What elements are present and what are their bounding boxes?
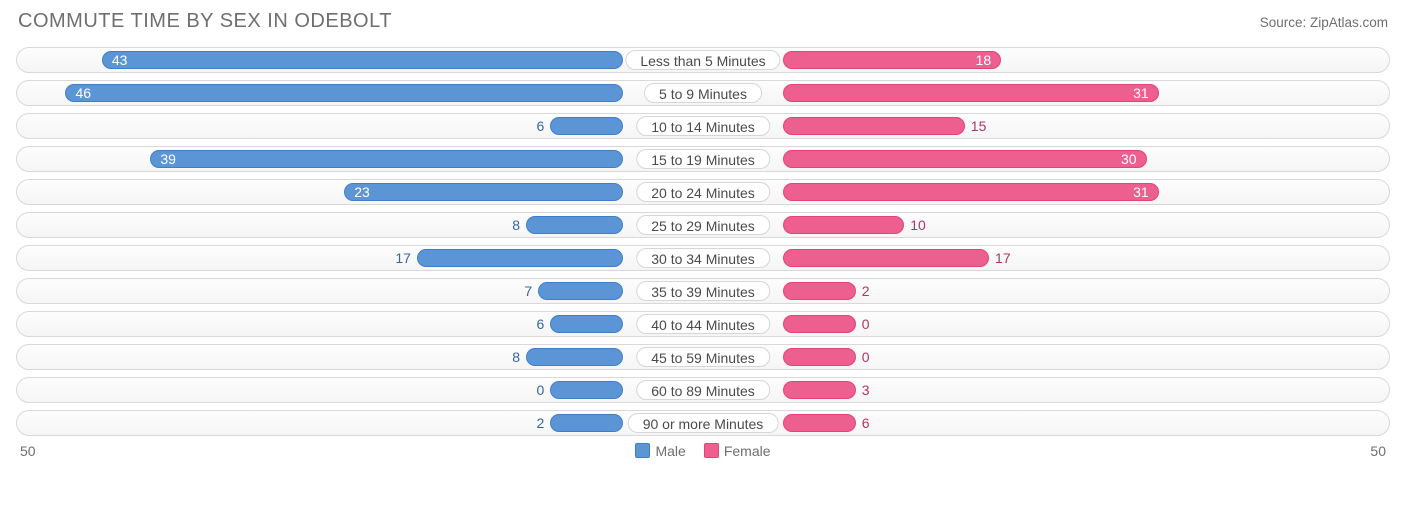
category-pill: 45 to 59 Minutes	[636, 347, 770, 367]
chart-row: 7 2 35 to 39 Minutes	[16, 278, 1390, 304]
value-male: 17	[395, 246, 411, 270]
bar-male	[550, 117, 623, 135]
chart-row: 6 15 10 to 14 Minutes	[16, 113, 1390, 139]
bar-male	[550, 381, 623, 399]
category-pill: 30 to 34 Minutes	[636, 248, 770, 268]
chart-source: Source: ZipAtlas.com	[1260, 15, 1388, 30]
value-male: 8	[512, 345, 520, 369]
bar-female	[783, 216, 904, 234]
value-female: 17	[995, 246, 1011, 270]
bar-female	[783, 183, 1159, 201]
bar-female	[783, 150, 1147, 168]
category-pill: 10 to 14 Minutes	[636, 116, 770, 136]
value-male: 6	[536, 114, 544, 138]
category-pill: Less than 5 Minutes	[625, 50, 780, 70]
legend-label-female: Female	[724, 443, 771, 459]
chart-row: 46 31 5 to 9 Minutes	[16, 80, 1390, 106]
value-male: 7	[524, 279, 532, 303]
legend-label-male: Male	[655, 443, 685, 459]
chart-row: 8 10 25 to 29 Minutes	[16, 212, 1390, 238]
chart-row: 2 6 90 or more Minutes	[16, 410, 1390, 436]
value-female: 31	[1133, 81, 1149, 105]
bar-male	[65, 84, 623, 102]
value-female: 30	[1121, 147, 1137, 171]
bar-male	[550, 414, 623, 432]
legend-swatch-female	[704, 443, 719, 458]
chart-row: 43 18 Less than 5 Minutes	[16, 47, 1390, 73]
legend-swatch-male	[635, 443, 650, 458]
value-female: 6	[862, 411, 870, 435]
bar-male	[344, 183, 623, 201]
axis-right-max: 50	[1370, 443, 1386, 459]
category-pill: 40 to 44 Minutes	[636, 314, 770, 334]
chart-rows: 43 18 Less than 5 Minutes 46 31 5 to 9 Minute…	[16, 47, 1390, 436]
bar-female	[783, 117, 965, 135]
value-male: 2	[536, 411, 544, 435]
bar-female	[783, 315, 856, 333]
bar-male	[417, 249, 623, 267]
value-male: 46	[75, 81, 91, 105]
category-pill: 15 to 19 Minutes	[636, 149, 770, 169]
chart-header: COMMUTE TIME BY SEX IN ODEBOLT Source: Z…	[16, 10, 1390, 33]
bar-female	[783, 348, 856, 366]
value-male: 43	[112, 48, 128, 72]
chart-row: 17 17 30 to 34 Minutes	[16, 245, 1390, 271]
bar-female	[783, 282, 856, 300]
bar-male	[102, 51, 623, 69]
legend-item-male: Male	[635, 443, 685, 459]
bar-male	[526, 348, 623, 366]
category-pill: 20 to 24 Minutes	[636, 182, 770, 202]
bar-female	[783, 84, 1159, 102]
axis-left-max: 50	[20, 443, 36, 459]
category-pill: 25 to 29 Minutes	[636, 215, 770, 235]
value-female: 0	[862, 345, 870, 369]
value-male: 8	[512, 213, 520, 237]
chart-row: 6 0 40 to 44 Minutes	[16, 311, 1390, 337]
value-female: 2	[862, 279, 870, 303]
value-male: 23	[354, 180, 370, 204]
category-pill: 60 to 89 Minutes	[636, 380, 770, 400]
bar-male	[550, 315, 623, 333]
legend-item-female: Female	[704, 443, 771, 459]
category-pill: 5 to 9 Minutes	[644, 83, 762, 103]
category-pill: 90 or more Minutes	[628, 413, 779, 433]
bar-female	[783, 51, 1001, 69]
category-pill: 35 to 39 Minutes	[636, 281, 770, 301]
bar-male	[150, 150, 623, 168]
value-female: 15	[971, 114, 987, 138]
chart-row: 23 31 20 to 24 Minutes	[16, 179, 1390, 205]
bar-male	[538, 282, 623, 300]
bar-female	[783, 381, 856, 399]
bar-female	[783, 414, 856, 432]
chart-row: 8 0 45 to 59 Minutes	[16, 344, 1390, 370]
value-male: 0	[536, 378, 544, 402]
value-female: 0	[862, 312, 870, 336]
value-female: 3	[862, 378, 870, 402]
value-female: 10	[910, 213, 926, 237]
chart-title: COMMUTE TIME BY SEX IN ODEBOLT	[18, 10, 392, 33]
chart-row: 39 30 15 to 19 Minutes	[16, 146, 1390, 172]
bar-male	[526, 216, 623, 234]
value-female: 18	[976, 48, 992, 72]
chart-row: 0 3 60 to 89 Minutes	[16, 377, 1390, 403]
value-female: 31	[1133, 180, 1149, 204]
value-male: 6	[536, 312, 544, 336]
chart-footer: 50 Male Female 50	[16, 443, 1390, 459]
value-male: 39	[160, 147, 176, 171]
chart-legend: Male Female	[635, 443, 770, 459]
bar-female	[783, 249, 989, 267]
